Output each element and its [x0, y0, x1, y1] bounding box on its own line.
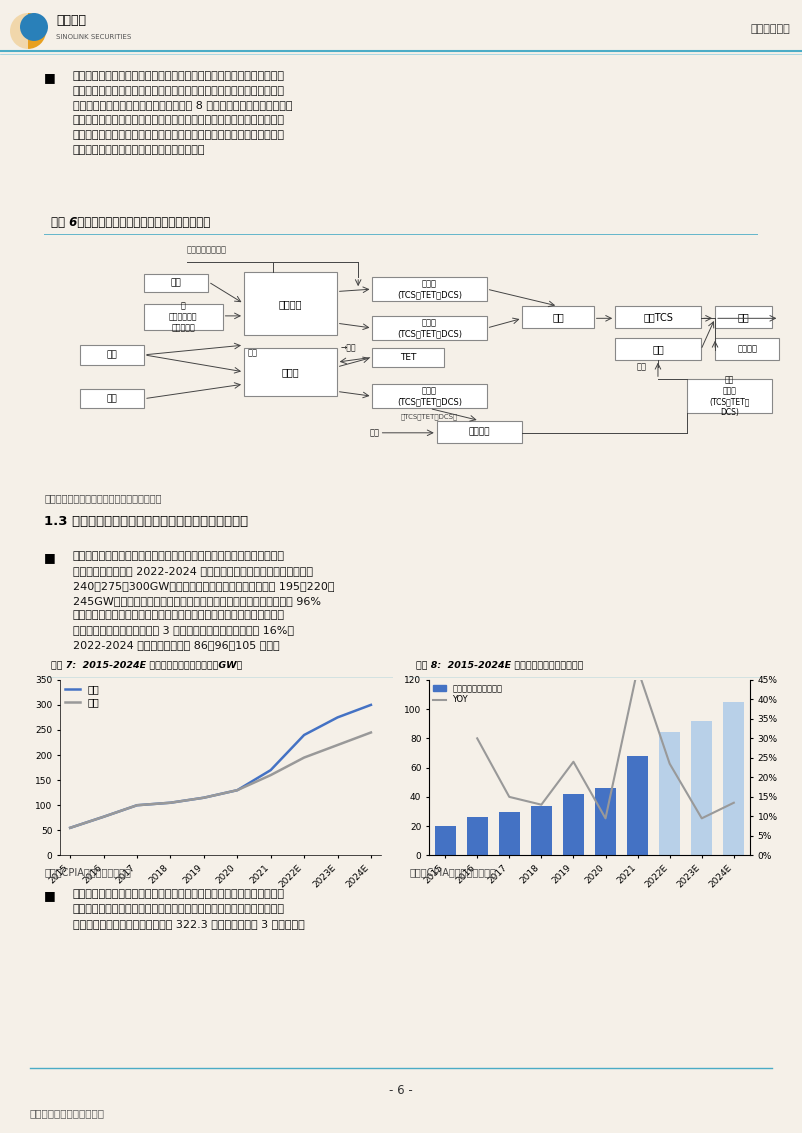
Wedge shape — [28, 12, 46, 49]
Text: 氯硅烷
(TCS、TET、DCS): 氯硅烷 (TCS、TET、DCS) — [397, 386, 462, 407]
Text: 国金证券: 国金证券 — [56, 15, 86, 27]
FancyBboxPatch shape — [437, 420, 522, 443]
FancyBboxPatch shape — [80, 346, 144, 365]
保守 — [199, 791, 209, 804]
Text: 图表 6：高纯多晶硅工艺流程图（改良西门子法）: 图表 6：高纯多晶硅工艺流程图（改良西门子法） — [51, 215, 210, 229]
Text: 各单元进压、三度: 各单元进压、三度 — [187, 245, 227, 254]
Text: 产品整理: 产品整理 — [737, 344, 757, 353]
乐观 — [367, 698, 376, 712]
Bar — [435, 826, 456, 855]
Wedge shape — [10, 12, 28, 49]
保守 — [266, 768, 276, 782]
保守 — [299, 751, 309, 765]
Legend: 多晶硅需求量（万吨）, YOY: 多晶硅需求量（万吨）, YOY — [433, 684, 502, 705]
乐观 — [65, 821, 75, 835]
FancyBboxPatch shape — [522, 306, 593, 329]
保守 — [333, 739, 342, 752]
Text: 制氢: 制氢 — [107, 350, 117, 359]
乐观 — [166, 795, 176, 809]
乐观 — [132, 799, 142, 812]
Text: 碳中和背景下多晶硅领域的消费量极具增长潜力。根据中国光伏行业协会
给出的预测数据显示 2022-2024 年在乐观预测下全球光伏装机量分别为
240、275、3: 碳中和背景下多晶硅领域的消费量极具增长潜力。根据中国光伏行业协会 给出的预测数据… — [73, 552, 334, 650]
Text: 高纯TCS: 高纯TCS — [643, 312, 673, 322]
乐观 — [199, 791, 209, 804]
Text: 来源：CPIA、国金证券研究所: 来源：CPIA、国金证券研究所 — [409, 867, 496, 877]
FancyBboxPatch shape — [615, 338, 701, 360]
Text: 精馏: 精馏 — [552, 312, 564, 322]
保守 — [132, 799, 142, 812]
Bar — [659, 732, 680, 855]
Text: 来源：CPIA、国金证券研究所: 来源：CPIA、国金证券研究所 — [44, 867, 131, 877]
Text: 行业深度研究: 行业深度研究 — [750, 24, 790, 34]
Text: 图表 7:  2015-2024E 全球光伏新增装机量预测（GW）: 图表 7: 2015-2024E 全球光伏新增装机量预测（GW） — [51, 661, 242, 670]
Text: （TCS、TET、DCS）: （TCS、TET、DCS） — [401, 414, 458, 420]
乐观 — [333, 710, 342, 724]
乐观 — [99, 810, 108, 824]
Text: 硅粉: 硅粉 — [171, 279, 181, 288]
乐观 — [299, 729, 309, 742]
乐观 — [266, 764, 276, 777]
FancyBboxPatch shape — [715, 306, 772, 329]
Text: 还原: 还原 — [652, 343, 664, 353]
Text: 硅料: 硅料 — [738, 312, 750, 322]
Text: 硅粉: 硅粉 — [107, 394, 117, 403]
FancyBboxPatch shape — [715, 338, 780, 360]
Text: 三氯氢硅在多晶硅的生产反应过程中不可或缺。参考大全能源的多晶硅生
产流程：公司的生产工艺包含制氢、氯化氢合成、三氯氢硅精馏提纯、还
原、产品破碎整理、尾气回收和: 三氯氢硅在多晶硅的生产反应过程中不可或缺。参考大全能源的多晶硅生 产流程：公司的… — [73, 70, 293, 155]
FancyBboxPatch shape — [144, 304, 223, 331]
FancyBboxPatch shape — [144, 274, 209, 291]
FancyBboxPatch shape — [372, 276, 487, 301]
Text: 图表 8:  2015-2024E 我国多晶硅消费量（万吨）: 图表 8: 2015-2024E 我国多晶硅消费量（万吨） — [416, 661, 583, 670]
Text: - 6 -: - 6 - — [389, 1084, 413, 1098]
FancyBboxPatch shape — [80, 389, 144, 409]
Text: 氢气: 氢气 — [637, 363, 646, 372]
Bar — [563, 794, 584, 855]
Line: 保守: 保守 — [71, 732, 371, 828]
FancyBboxPatch shape — [372, 348, 444, 367]
Bar — [723, 701, 744, 855]
Bar — [531, 806, 552, 855]
保守 — [99, 810, 108, 824]
Line: 乐观: 乐观 — [71, 705, 371, 828]
保守 — [233, 783, 242, 796]
Text: 来源：大全能源招股说明书、国金证券研究所: 来源：大全能源招股说明书、国金证券研究所 — [44, 493, 162, 503]
Text: ■: ■ — [44, 70, 56, 84]
Text: 氢气
氯硅烷
(TCS、TET、
DCS): 氢气 氯硅烷 (TCS、TET、 DCS) — [709, 375, 750, 417]
FancyBboxPatch shape — [372, 316, 487, 340]
Text: ■: ■ — [44, 889, 56, 902]
Text: 敬请参阅最后一页特别声明: 敬请参阅最后一页特别声明 — [30, 1108, 105, 1118]
Bar — [467, 817, 488, 855]
Text: 国内多晶硅厂家投产高峰期来临，对三氯氢硅的需求量预计出现阶段性爆
发。在双碳背景下，国内多晶硅企业纷纷抓住机遇快速扩张，目前国内已
公告的多晶硅新增产能总规划高: 国内多晶硅厂家投产高峰期来临，对三氯氢硅的需求量预计出现阶段性爆 发。在双碳背景… — [73, 889, 305, 929]
Text: →三度: →三度 — [340, 343, 356, 352]
FancyBboxPatch shape — [244, 272, 337, 335]
Text: TET: TET — [400, 352, 416, 361]
Bar — [691, 721, 712, 855]
Bar — [595, 789, 616, 855]
Text: 冷氢化: 冷氢化 — [282, 367, 299, 377]
FancyBboxPatch shape — [372, 384, 487, 409]
FancyBboxPatch shape — [244, 348, 337, 397]
保守 — [65, 821, 75, 835]
Text: 盐
电解盐水、并
合成氯化氢: 盐 电解盐水、并 合成氯化氢 — [169, 301, 197, 333]
Text: SINOLINK SECURITIES: SINOLINK SECURITIES — [56, 34, 132, 40]
Circle shape — [20, 12, 48, 41]
Text: 氯硅烷
(TCS、TET、DCS): 氯硅烷 (TCS、TET、DCS) — [397, 279, 462, 299]
FancyBboxPatch shape — [687, 380, 772, 414]
Text: 氢气: 氢气 — [248, 348, 257, 357]
Text: 氢气: 氢气 — [370, 428, 379, 437]
Legend: 乐观, 保守: 乐观, 保守 — [65, 684, 99, 708]
Bar — [627, 756, 648, 855]
Text: 三氯氢硅: 三氯氢硅 — [278, 299, 302, 308]
Bar — [499, 811, 520, 855]
Text: 尾气回收: 尾气回收 — [468, 427, 490, 436]
Text: ■: ■ — [44, 552, 56, 564]
乐观 — [233, 783, 242, 796]
保守 — [367, 725, 376, 739]
FancyBboxPatch shape — [615, 306, 701, 329]
Text: 1.3 多晶硅扩产潮已至，带动光伏级三氯氢硅需求高增: 1.3 多晶硅扩产潮已至，带动光伏级三氯氢硅需求高增 — [44, 516, 249, 528]
Text: 氯硅烷
(TCS、TET、DCS): 氯硅烷 (TCS、TET、DCS) — [397, 318, 462, 338]
保守 — [166, 795, 176, 809]
